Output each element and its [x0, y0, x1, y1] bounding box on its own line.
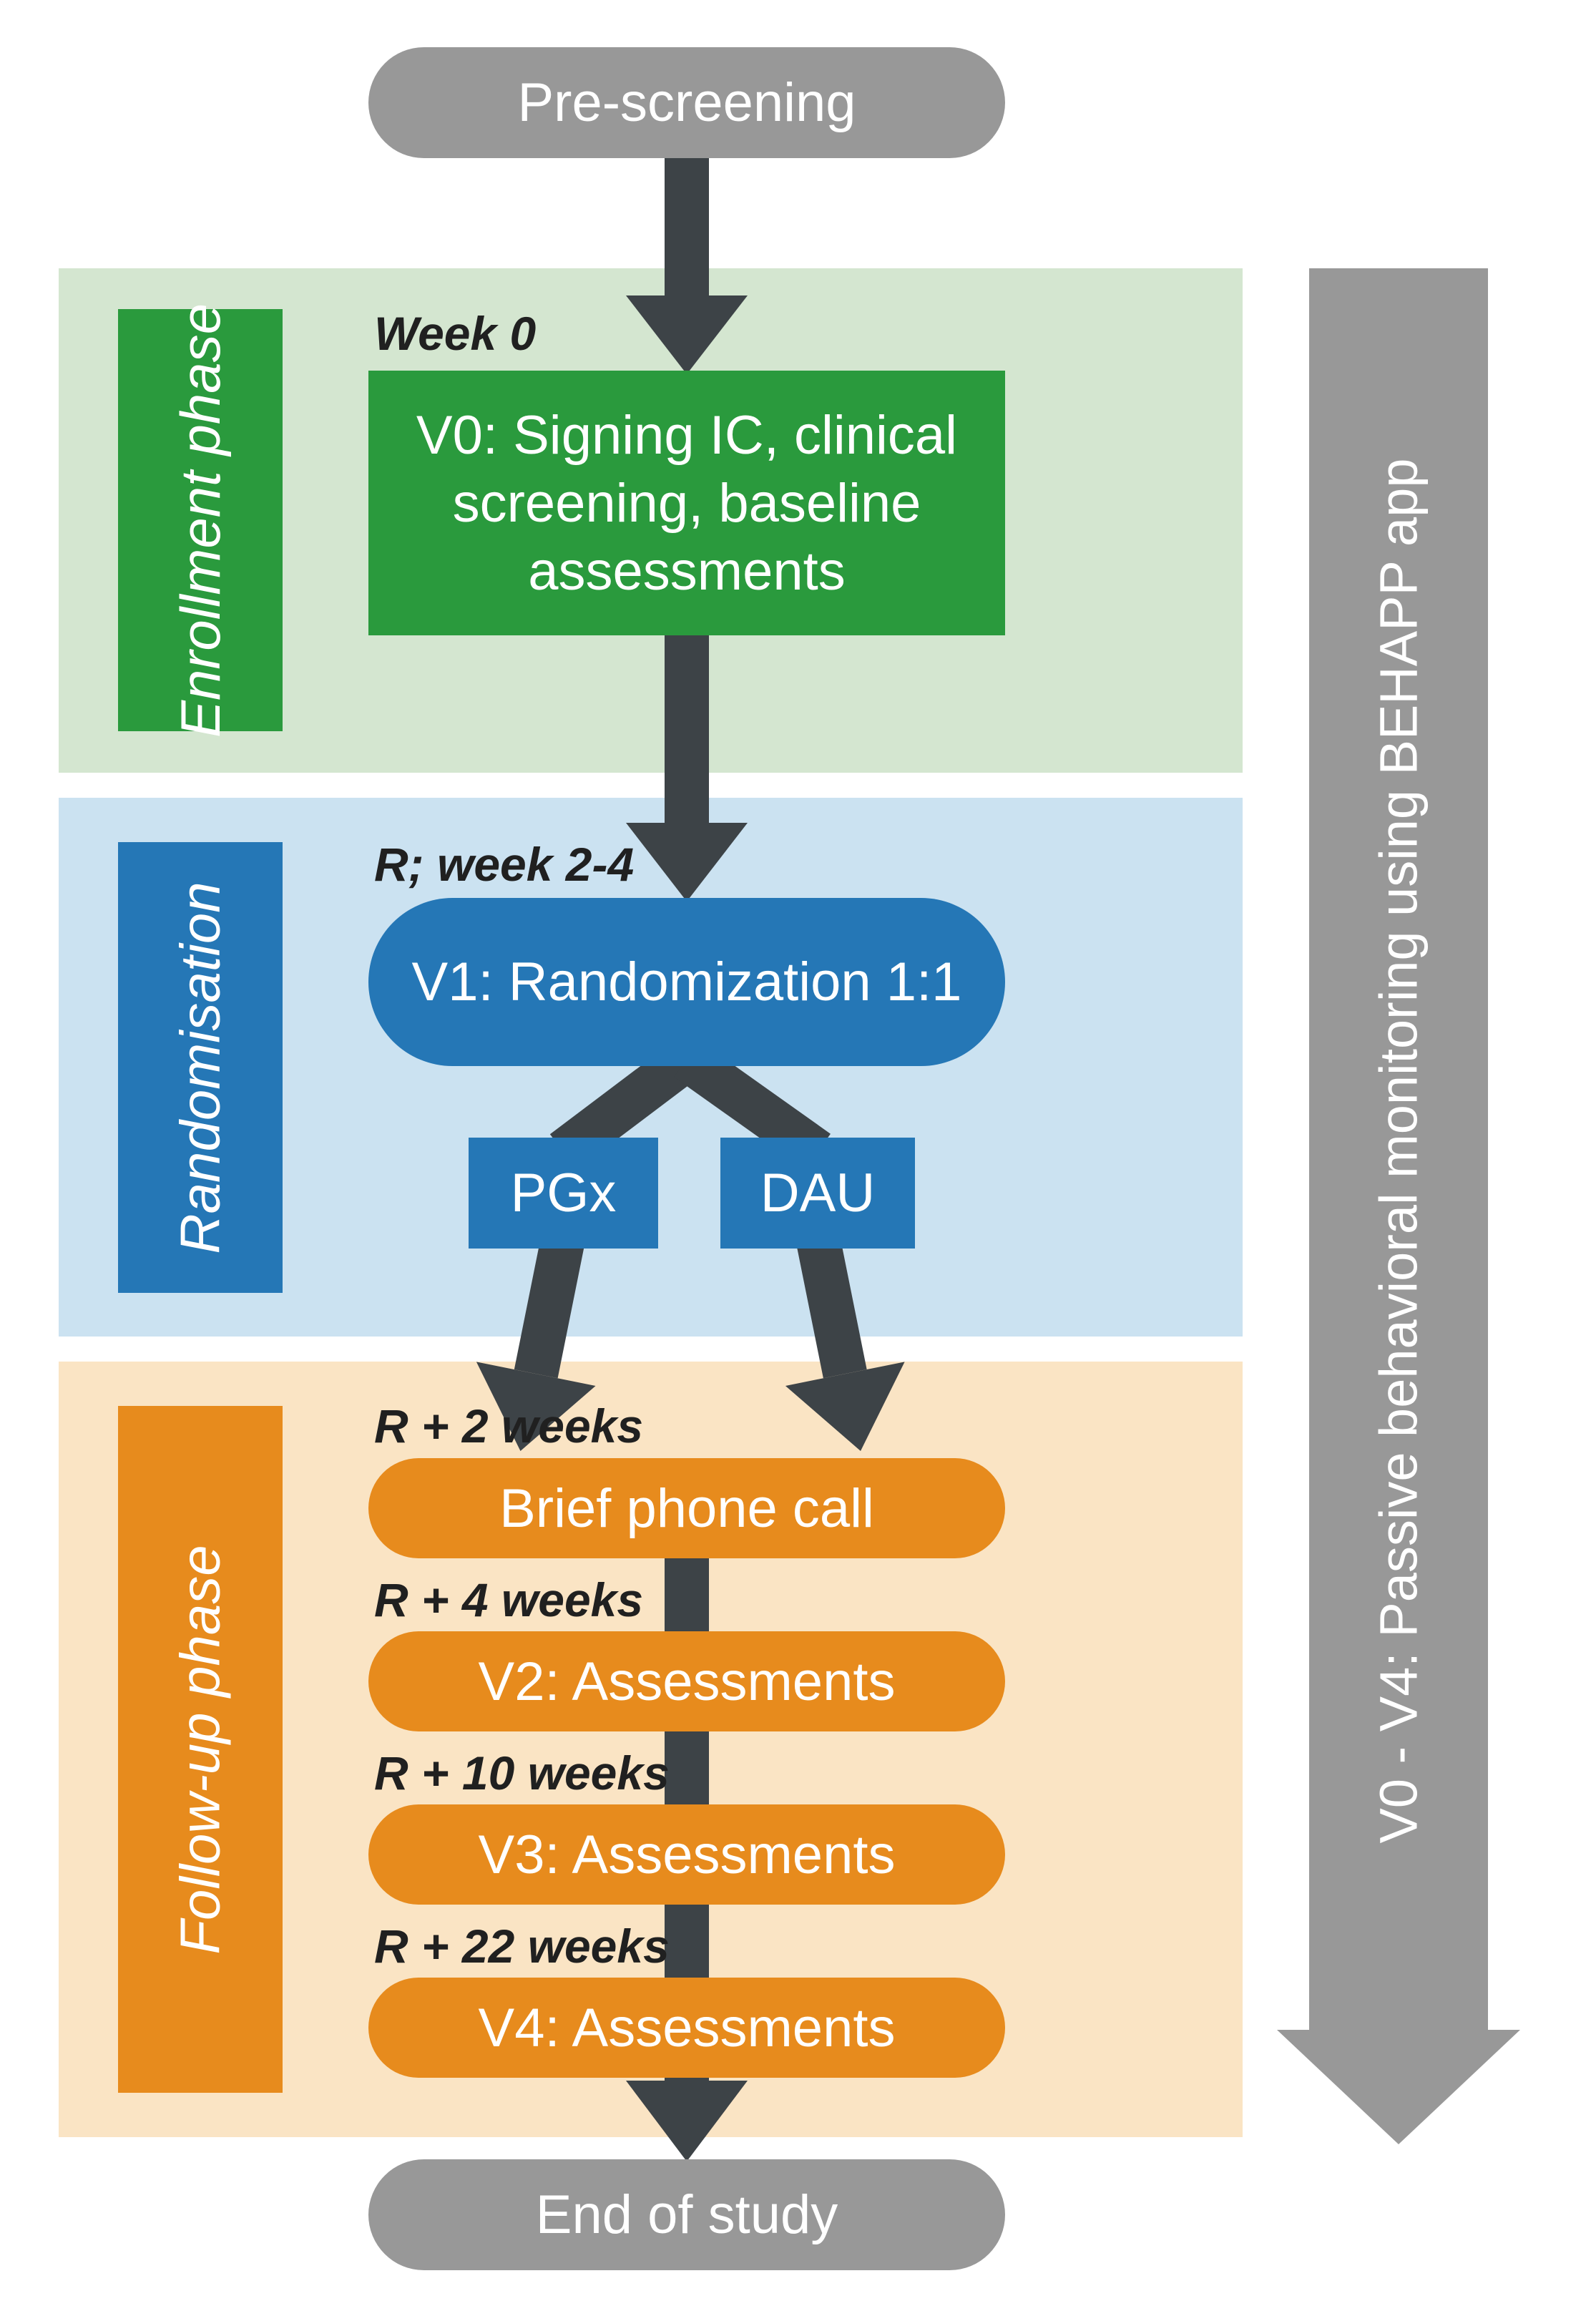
v4-node: V4: Assessments: [368, 1978, 1005, 2078]
behapp-monitoring-sidebar: V0 - V4: Passive behavioral monitoring u…: [1309, 268, 1488, 2033]
r-week-label: R; week 2-4: [374, 837, 634, 891]
r22-weeks-label: R + 22 weeks: [374, 1919, 670, 1973]
dau-node: DAU: [720, 1138, 915, 1249]
v0-node: V0: Signing IC, clinical screening, base…: [368, 371, 1005, 635]
r10-weeks-label: R + 10 weeks: [374, 1746, 670, 1800]
end-of-study-node: End of study: [368, 2159, 1005, 2270]
v1-randomization-node: V1: Randomization 1:1: [368, 898, 1005, 1066]
r4-weeks-label: R + 4 weeks: [374, 1573, 643, 1627]
followup-phase-label: Follow-up phase: [118, 1406, 283, 2093]
v3-node: V3: Assessments: [368, 1804, 1005, 1905]
r2-weeks-label: R + 2 weeks: [374, 1399, 643, 1453]
pgx-node: PGx: [469, 1138, 658, 1249]
sidebar-arrowhead: [1277, 2030, 1520, 2148]
phone-call-node: Brief phone call: [368, 1458, 1005, 1558]
prescreening-node: Pre-screening: [368, 47, 1005, 158]
enrollment-phase-label: Enrollment phase: [118, 309, 283, 731]
v2-node: V2: Assessments: [368, 1631, 1005, 1731]
randomisation-phase-label: Randomisation: [118, 842, 283, 1293]
week-0-label: Week 0: [374, 306, 536, 361]
